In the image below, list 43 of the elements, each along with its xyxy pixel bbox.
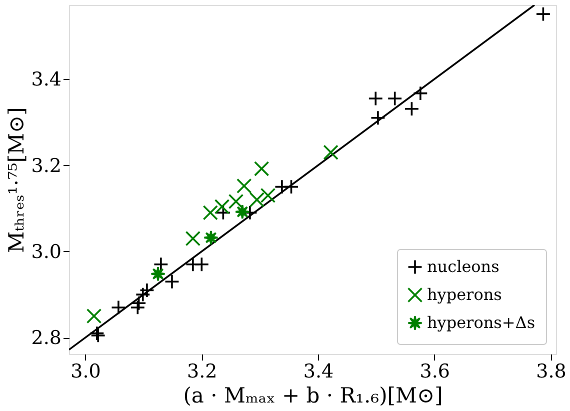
point [202, 205, 218, 220]
point [254, 161, 270, 176]
point [404, 101, 420, 116]
point [260, 188, 276, 204]
point [284, 179, 299, 194]
point [131, 296, 146, 311]
x-axis-title: (a · Mₘₐₓ + b · R₁.₆)[M⊙] [183, 384, 443, 408]
point [234, 204, 250, 220]
y-axis-title: Mₜₕᵣₑₛ¹·⁷⁵[M⊙] [4, 107, 28, 253]
point [86, 308, 102, 324]
point [110, 300, 126, 316]
y-tick-label: 3.0 [31, 240, 62, 263]
point [203, 230, 219, 246]
point [370, 110, 386, 126]
y-tick-label: 3.2 [31, 154, 62, 177]
x-tick-label: 3.0 [70, 360, 101, 382]
x-tick-label: 3.4 [303, 360, 334, 382]
x-tick-label: 3.6 [420, 360, 450, 382]
point [194, 256, 210, 272]
point [236, 178, 252, 194]
point [185, 230, 201, 246]
point [216, 205, 231, 220]
point [368, 90, 384, 106]
point [139, 282, 155, 298]
legend-label: hyperons [427, 285, 502, 304]
point [228, 194, 244, 210]
point [387, 90, 402, 106]
point [130, 300, 146, 316]
legend-label: nucleons [427, 257, 500, 276]
point [150, 266, 166, 282]
y-tick-label: 2.8 [31, 327, 62, 350]
point [412, 86, 428, 101]
point [153, 256, 169, 272]
x-tick-label: 3.8 [536, 360, 566, 382]
y-tick-label: 3.4 [31, 68, 62, 91]
x-tick-label: 3.2 [187, 360, 218, 382]
point [536, 6, 551, 22]
point [164, 274, 180, 290]
point [323, 144, 338, 160]
legend-label: hyperons+Δs [427, 313, 536, 332]
point [135, 286, 150, 302]
point [249, 192, 265, 208]
point [214, 199, 230, 214]
